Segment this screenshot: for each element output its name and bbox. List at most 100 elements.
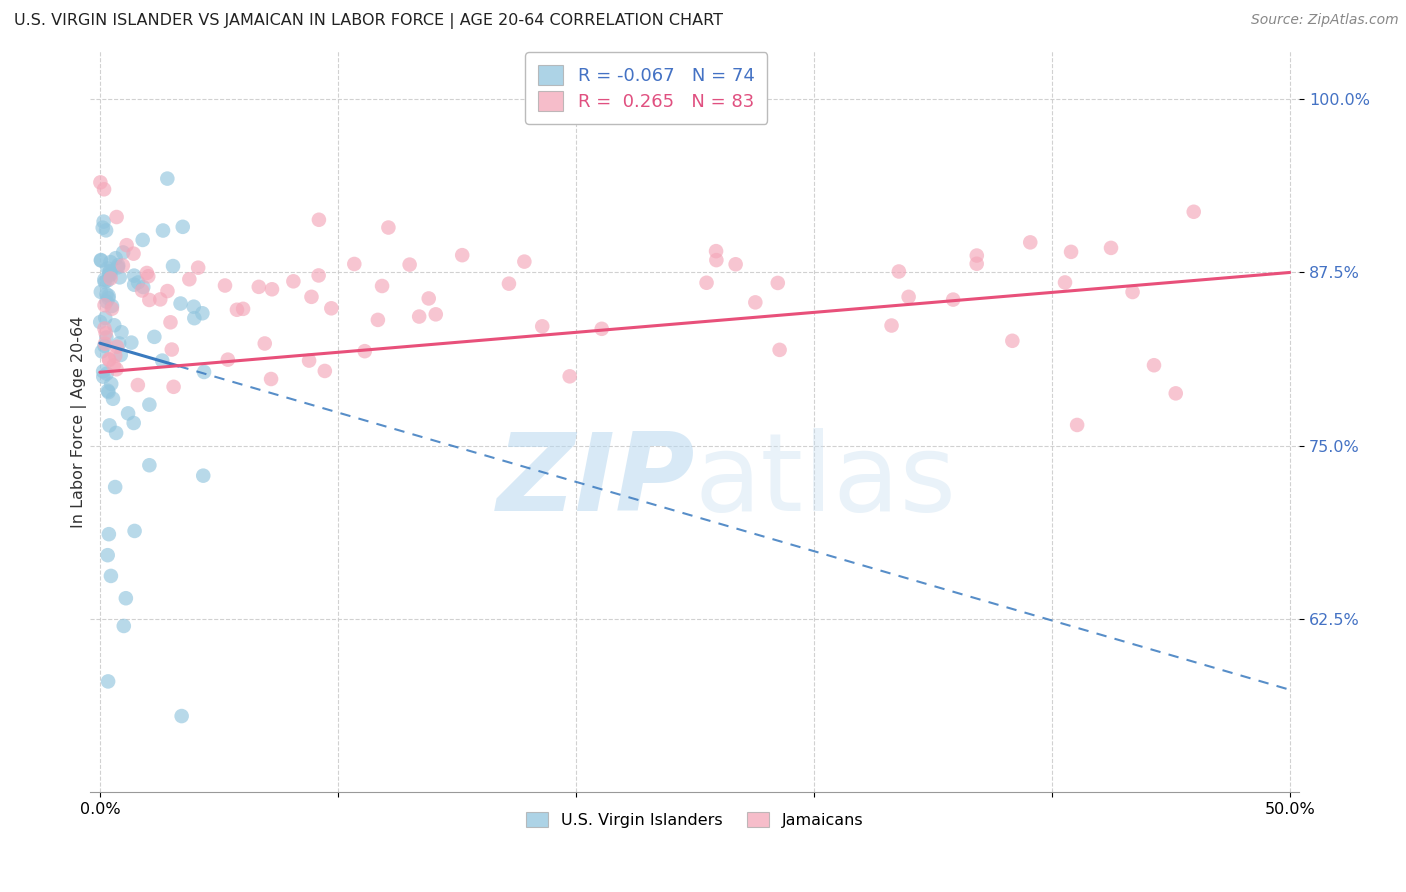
Point (136, 269, 159, 284)
Point (301, 290, 323, 304)
Point (131, 233, 153, 247)
Point (1182, 204, 1205, 219)
Point (1053, 276, 1076, 290)
Point (377, 220, 399, 235)
Point (156, 284, 179, 298)
Point (169, 296, 191, 310)
Point (966, 257, 988, 271)
Point (96, 273, 118, 287)
Point (172, 219, 194, 234)
Point (97, 291, 120, 305)
Point (90, 344, 112, 359)
Point (127, 276, 149, 290)
Point (418, 292, 440, 306)
Point (115, 591, 138, 606)
Point (398, 258, 420, 272)
Text: atlas: atlas (695, 428, 956, 533)
Y-axis label: In Labor Force | Age 20-64: In Labor Force | Age 20-64 (72, 316, 87, 528)
Point (138, 293, 160, 307)
Point (122, 268, 145, 283)
Point (1066, 417, 1088, 432)
Point (112, 245, 135, 260)
Point (1164, 386, 1187, 401)
Point (1122, 285, 1144, 299)
Point (120, 335, 142, 350)
Point (91, 364, 114, 378)
Point (966, 248, 988, 262)
Point (897, 290, 920, 304)
Point (214, 278, 236, 293)
Point (768, 343, 790, 357)
Point (498, 277, 520, 291)
Point (110, 348, 132, 362)
Point (96, 330, 118, 344)
Point (591, 322, 613, 336)
Point (105, 340, 128, 354)
Point (160, 343, 183, 357)
Point (451, 248, 474, 262)
Point (97, 527, 120, 541)
Point (97, 385, 120, 400)
Point (132, 280, 155, 294)
Point (298, 353, 321, 368)
Point (1099, 241, 1122, 255)
Point (98, 353, 121, 368)
Point (247, 280, 270, 294)
Point (159, 315, 181, 329)
Point (217, 352, 239, 367)
Point (1060, 244, 1083, 259)
Point (103, 318, 125, 333)
Point (343, 257, 366, 271)
Point (90, 285, 112, 299)
Point (253, 336, 276, 351)
Point (744, 295, 766, 310)
Point (156, 171, 179, 186)
Point (183, 311, 205, 326)
Point (101, 299, 124, 313)
Text: Source: ZipAtlas.com: Source: ZipAtlas.com (1251, 13, 1399, 28)
Point (89, 175, 111, 189)
Point (98, 352, 121, 367)
Point (353, 344, 375, 359)
Point (193, 468, 215, 483)
Point (111, 259, 134, 273)
Point (93, 182, 115, 196)
Point (187, 260, 209, 275)
Point (93, 321, 115, 335)
Point (96, 287, 118, 301)
Point (107, 260, 129, 275)
Point (97, 674, 120, 689)
Point (704, 244, 727, 259)
Point (105, 425, 128, 440)
Point (97, 384, 120, 398)
Point (96, 367, 118, 381)
Point (887, 264, 910, 278)
Point (94, 336, 117, 351)
Point (122, 246, 145, 260)
Point (100, 569, 122, 583)
Point (367, 313, 389, 327)
Text: U.S. VIRGIN ISLANDER VS JAMAICAN IN LABOR FORCE | AGE 20-64 CORRELATION CHART: U.S. VIRGIN ISLANDER VS JAMAICAN IN LABO… (14, 13, 723, 29)
Point (138, 398, 160, 412)
Point (105, 362, 128, 376)
Point (260, 372, 283, 386)
Point (143, 330, 166, 344)
Point (94, 310, 117, 325)
Point (93, 273, 115, 287)
Point (179, 272, 201, 286)
Point (104, 480, 127, 494)
Point (1019, 235, 1042, 250)
Point (308, 268, 330, 283)
Point (724, 257, 747, 271)
Point (513, 254, 536, 268)
Point (98, 268, 121, 282)
Point (96, 294, 118, 309)
Point (117, 406, 139, 420)
Point (97, 548, 120, 562)
Point (93, 298, 115, 312)
Point (880, 318, 903, 333)
Point (101, 301, 124, 316)
Point (105, 210, 128, 224)
Point (104, 251, 127, 265)
Point (191, 306, 214, 320)
